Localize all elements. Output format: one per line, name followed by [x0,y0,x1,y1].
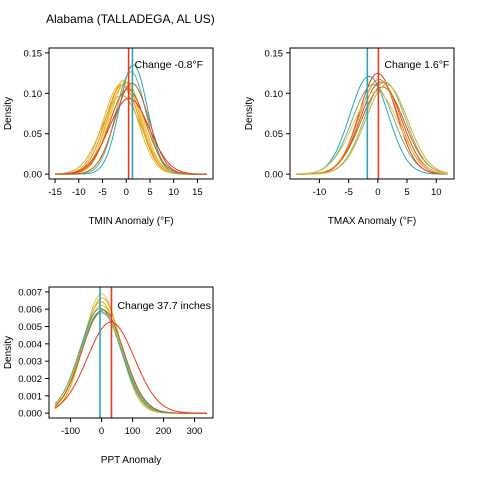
x-axis-label-tmin: TMIN Anomaly (°F) [88,216,173,227]
y-tick-label-ppt-3: 0.003 [18,357,42,368]
y-tick-label-ppt-6: 0.006 [18,305,42,316]
x-tick-label-ppt-0: -100 [61,426,80,437]
y-tick-label-ppt-5: 0.005 [18,322,42,333]
change-annotation-tmax: Change 1.6°F [384,59,449,71]
y-tick-label-tmin-1: 0.05 [24,129,43,140]
y-tick-label-tmin-0: 0.00 [24,170,43,181]
series-curve-tmin-10 [55,88,207,175]
y-tick-label-tmax-3: 0.15 [265,48,284,59]
y-tick-label-ppt-1: 0.001 [18,391,42,402]
page-title: Alabama (TALLADEGA, AL US) [46,12,215,26]
series-curve-ppt-8 [54,321,207,414]
series-curve-tmax-7 [296,90,448,175]
y-tick-label-tmax-1: 0.05 [265,129,284,140]
x-tick-label-tmin-1: -10 [72,187,86,198]
x-tick-label-tmin-4: 5 [147,187,152,198]
series-curve-ppt-7 [54,309,207,414]
chart-tmax: -10 -5 0 5 10 0.00 0.05 0.10 0.15 TMAX Anomaly (°… [244,47,455,227]
series-curve-tmin-1 [55,82,207,175]
y-axis-label-ppt: Density [3,336,14,369]
y-tick-label-ppt-2: 0.002 [18,374,42,385]
series-curve-tmin-2 [55,84,207,175]
series-curve-tmax-8 [296,84,449,175]
chart-tmin: -15 -10 -5 0 5 10 15 0.00 0.05 0.10 0.15 TMIN Anoma… [3,47,214,227]
chart-ppt: -100 0 100 200 300 0.000 0.001 0.002 0.003 0.004 0… [3,286,214,466]
x-tick-label-tmin-0: -15 [48,187,62,198]
x-tick-label-ppt-2: 100 [125,426,141,437]
x-tick-label-tmin-6: 15 [192,187,203,198]
y-tick-label-tmax-0: 0.00 [265,170,284,181]
series-curve-tmin-7 [55,71,207,175]
x-axis-label-tmax: TMAX Anomaly (°F) [328,216,416,227]
series-curve-tmin-6 [55,64,207,175]
x-tick-label-tmin-2: -5 [98,187,106,198]
x-tick-label-tmax-2: 0 [375,187,380,198]
x-tick-label-tmax-3: 5 [404,187,409,198]
change-annotation-tmin: Change -0.8°F [135,59,203,71]
series-curve-tmax-2 [296,72,448,175]
x-tick-label-ppt-3: 200 [156,426,172,437]
plot-frame-ppt [48,286,214,419]
x-tick-label-tmin-5: 10 [168,187,179,198]
series-curve-tmin-3 [55,84,207,175]
y-axis-label-tmax: Density [244,97,255,130]
change-annotation-ppt: Change 37.7 inches [117,300,210,312]
series-curve-tmax-6 [296,78,448,175]
y-axis-label-tmin: Density [3,97,14,130]
y-tick-label-tmin-2: 0.10 [24,89,43,100]
x-tick-label-tmax-0: -10 [313,187,327,198]
x-tick-label-ppt-1: 0 [99,426,104,437]
y-tick-label-tmin-3: 0.15 [24,48,43,59]
x-tick-label-tmin-3: 0 [124,187,129,198]
y-tick-label-ppt-4: 0.004 [18,339,42,350]
series-curve-tmin-9 [55,82,207,175]
plot-frame-tmin [48,47,214,180]
plot-frame-tmax [289,47,455,180]
x-tick-label-tmax-1: -5 [344,187,352,198]
series-curve-tmin-8 [55,97,207,175]
y-tick-label-ppt-0: 0.000 [18,409,42,420]
y-tick-label-tmax-2: 0.10 [265,89,284,100]
x-tick-label-tmax-4: 10 [431,187,442,198]
x-tick-label-ppt-4: 300 [187,426,203,437]
series-curve-tmin-4 [55,94,207,175]
x-axis-label-ppt: PPT Anomaly [101,455,161,466]
y-tick-label-ppt-7: 0.007 [18,287,42,298]
